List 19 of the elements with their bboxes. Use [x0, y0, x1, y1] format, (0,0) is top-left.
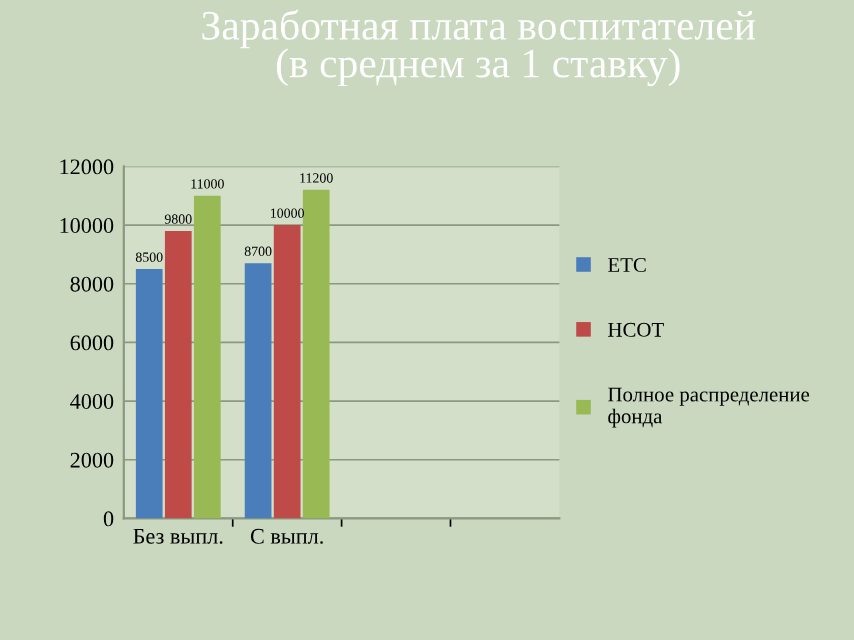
legend-label: ЕТС	[608, 258, 646, 272]
bar	[302, 189, 330, 519]
y-tick-label: 10000	[60, 218, 114, 233]
x-tick-label: Без выпл.	[133, 528, 223, 544]
bar	[273, 225, 301, 519]
legend-label: НСОТ	[608, 322, 664, 337]
bar	[135, 269, 163, 519]
y-tick-label: 2000	[70, 452, 114, 468]
y-tick-label: 12000	[60, 159, 114, 175]
bar	[164, 230, 192, 519]
y-tick-label: 6000	[70, 335, 114, 351]
bar	[244, 263, 272, 519]
chart-title: Заработная плата воспитателей (в среднем за 1 ставку)	[202, 9, 756, 87]
y-tick-label: 4000	[70, 394, 114, 409]
y-tick-label: 8000	[70, 276, 114, 292]
legend-label: Полное распределение фонда	[608, 387, 810, 428]
y-tick-label: 0	[103, 511, 114, 527]
x-tick-label: С выпл.	[250, 528, 323, 544]
bar	[193, 195, 221, 519]
